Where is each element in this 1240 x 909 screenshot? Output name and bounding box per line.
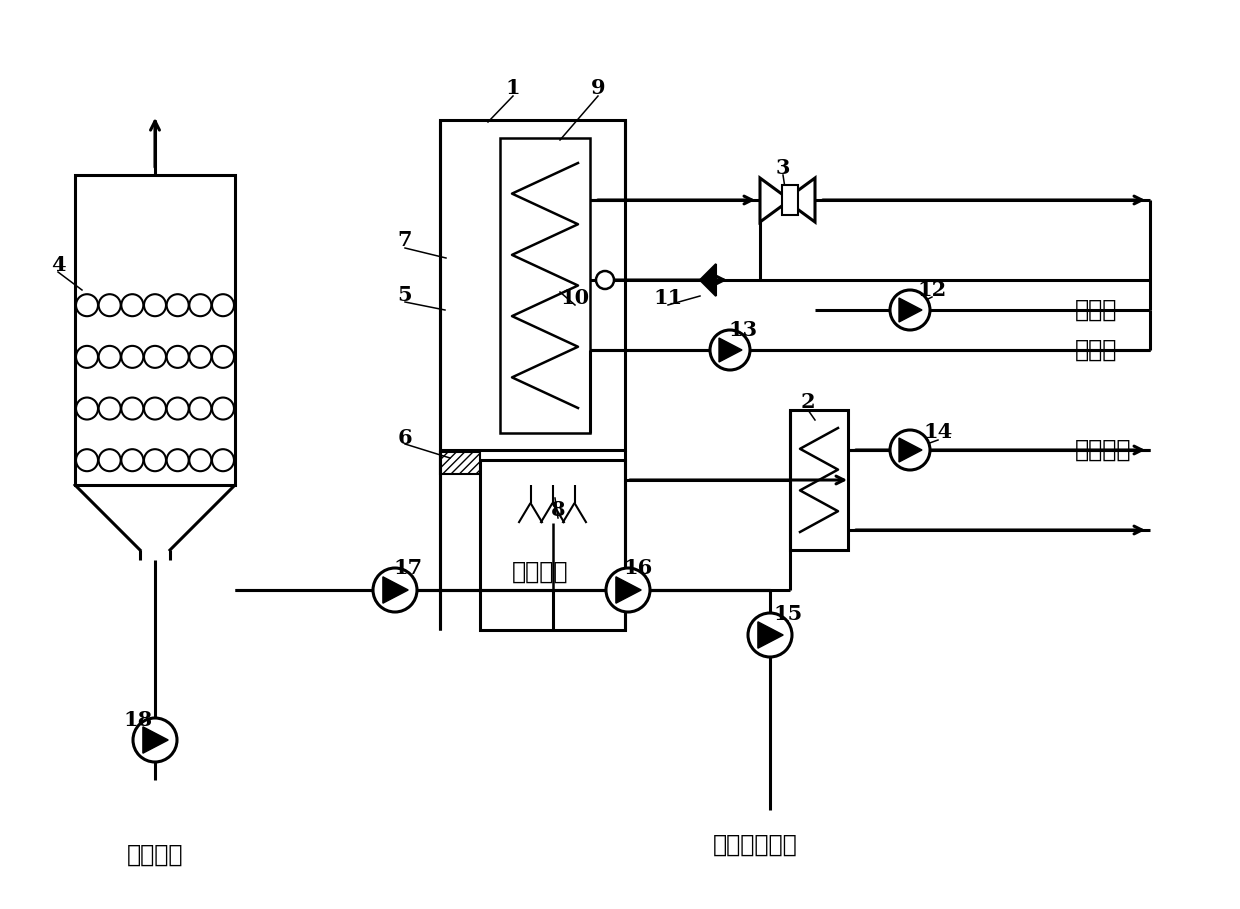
Text: 冷却水: 冷却水 — [1075, 298, 1117, 322]
Circle shape — [122, 295, 144, 316]
Polygon shape — [760, 178, 790, 222]
Text: 18: 18 — [124, 710, 153, 730]
Circle shape — [99, 295, 120, 316]
Circle shape — [76, 397, 98, 420]
Circle shape — [133, 718, 177, 762]
Polygon shape — [758, 622, 784, 648]
Circle shape — [190, 397, 211, 420]
Circle shape — [144, 397, 166, 420]
Text: 6: 6 — [398, 428, 413, 448]
Text: 15: 15 — [774, 604, 802, 624]
Circle shape — [76, 449, 98, 471]
Circle shape — [711, 330, 750, 370]
Text: 浓缩废水: 浓缩废水 — [512, 560, 568, 584]
Bar — [790, 410, 848, 550]
Bar — [440, 452, 480, 474]
Text: 16: 16 — [624, 558, 652, 578]
Text: 热流化风: 热流化风 — [126, 843, 184, 867]
Bar — [500, 138, 590, 433]
Circle shape — [144, 449, 166, 471]
Circle shape — [166, 397, 188, 420]
Circle shape — [144, 295, 166, 316]
Text: 7: 7 — [398, 230, 412, 250]
Circle shape — [212, 449, 234, 471]
Polygon shape — [616, 577, 641, 604]
Circle shape — [606, 568, 650, 612]
Circle shape — [373, 568, 417, 612]
Text: 8: 8 — [551, 500, 565, 520]
Text: 12: 12 — [918, 280, 946, 300]
Circle shape — [76, 295, 98, 316]
Text: 4: 4 — [51, 255, 66, 275]
Circle shape — [76, 345, 98, 368]
Polygon shape — [899, 438, 923, 462]
Polygon shape — [143, 727, 169, 754]
Circle shape — [596, 271, 614, 289]
Text: 11: 11 — [653, 288, 683, 308]
Circle shape — [166, 345, 188, 368]
Circle shape — [748, 613, 792, 657]
Circle shape — [212, 345, 234, 368]
Bar — [480, 460, 625, 630]
Circle shape — [144, 345, 166, 368]
Text: 2: 2 — [801, 392, 816, 412]
Text: 3: 3 — [776, 158, 790, 178]
Circle shape — [99, 397, 120, 420]
Circle shape — [122, 449, 144, 471]
Polygon shape — [383, 577, 408, 604]
Circle shape — [890, 290, 930, 330]
Text: 5: 5 — [398, 285, 413, 305]
Text: 新鲜脱硫废水: 新鲜脱硫废水 — [713, 833, 797, 857]
Text: 1: 1 — [506, 78, 521, 98]
Circle shape — [122, 397, 144, 420]
Circle shape — [212, 397, 234, 420]
Text: 凝结水: 凝结水 — [1075, 338, 1117, 362]
Text: 17: 17 — [393, 558, 423, 578]
Text: 9: 9 — [590, 78, 605, 98]
Circle shape — [190, 449, 211, 471]
Circle shape — [190, 295, 211, 316]
Bar — [74, 175, 236, 485]
Text: 14: 14 — [924, 422, 952, 442]
Text: 循环热水: 循环热水 — [1075, 438, 1131, 462]
Circle shape — [190, 345, 211, 368]
Circle shape — [212, 295, 234, 316]
Circle shape — [166, 449, 188, 471]
Circle shape — [99, 449, 120, 471]
Text: 10: 10 — [560, 288, 589, 308]
Circle shape — [166, 295, 188, 316]
Text: 13: 13 — [728, 320, 758, 340]
Polygon shape — [785, 178, 815, 222]
Bar — [782, 185, 799, 215]
Circle shape — [99, 345, 120, 368]
Polygon shape — [701, 264, 715, 296]
Polygon shape — [719, 338, 742, 362]
Polygon shape — [899, 298, 923, 322]
Circle shape — [122, 345, 144, 368]
Bar — [440, 120, 625, 450]
Circle shape — [890, 430, 930, 470]
